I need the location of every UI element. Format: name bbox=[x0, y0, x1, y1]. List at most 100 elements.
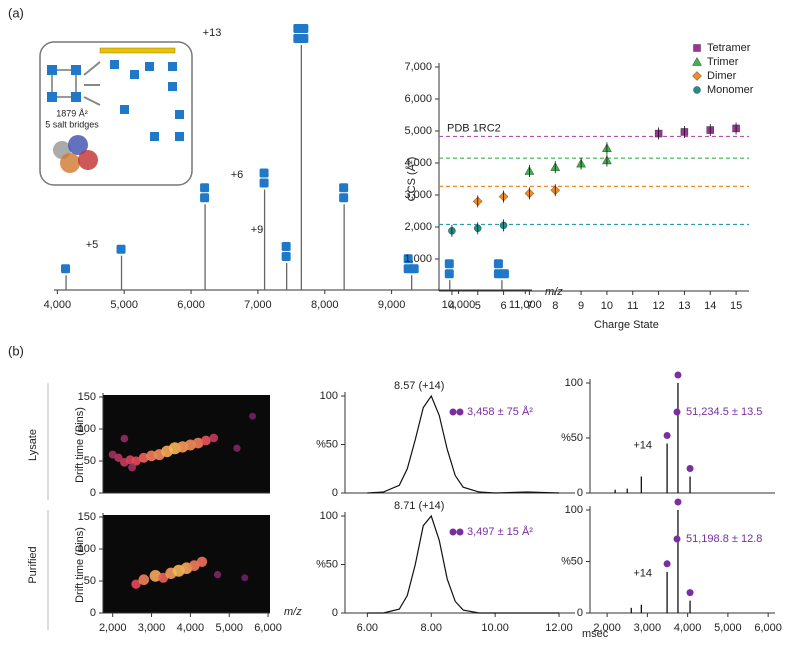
intensity-spot bbox=[249, 412, 257, 420]
x-tick-label: 5,000 bbox=[714, 622, 742, 634]
intensity-spot bbox=[192, 437, 204, 449]
species-dot bbox=[663, 432, 671, 439]
intensity-spot bbox=[241, 574, 249, 582]
x-tick-label: 6.00 bbox=[357, 622, 378, 634]
y-tick-label: 7,000 bbox=[404, 61, 432, 73]
subunit-icon bbox=[299, 24, 309, 33]
marker bbox=[692, 71, 702, 81]
x-tick-label: 7,000 bbox=[244, 299, 272, 311]
charge-label: +9 bbox=[251, 224, 264, 236]
intensity-spot bbox=[131, 456, 141, 466]
peak-label: 8.71 (+14) bbox=[394, 500, 444, 512]
x-tick-label: 13 bbox=[678, 300, 690, 312]
panel-label: (a) bbox=[8, 5, 24, 20]
inset-area: 1879 Å² bbox=[56, 108, 88, 118]
legend-label: Dimer bbox=[707, 70, 737, 82]
x-axis-label: Charge State bbox=[594, 319, 659, 331]
y-tick-label: 4,000 bbox=[404, 157, 432, 169]
x-tick-label: 10 bbox=[601, 300, 613, 312]
x-axis-label: m/z bbox=[545, 286, 563, 298]
species-dot bbox=[673, 408, 681, 416]
x-tick-label: 4,000 bbox=[674, 622, 702, 634]
x-tick-label: 6 bbox=[501, 300, 507, 312]
subunit-icon bbox=[444, 259, 454, 269]
subunit-icon bbox=[444, 269, 454, 279]
intensity-spot bbox=[120, 434, 129, 443]
species-dot bbox=[663, 560, 671, 568]
subunit-icon bbox=[259, 168, 269, 178]
y-tick-label: 50 bbox=[326, 438, 338, 450]
row-label: Lysate bbox=[27, 429, 39, 461]
species-dot bbox=[456, 528, 464, 536]
x-tick-label: 3,000 bbox=[138, 622, 166, 634]
species-dot bbox=[674, 371, 682, 379]
x-tick-label: 8,000 bbox=[311, 299, 339, 311]
subunit-icon bbox=[339, 193, 349, 203]
inset: 1879 Å² 5 salt bridges bbox=[39, 41, 193, 186]
x-tick-label: 9,000 bbox=[378, 299, 406, 311]
subunit-icon bbox=[403, 254, 413, 264]
x-tick-label: 12.00 bbox=[545, 622, 573, 634]
species-dot bbox=[686, 465, 694, 472]
x-tick-label: 9 bbox=[578, 300, 584, 312]
y-axis-label: CCS (Å²) bbox=[405, 157, 418, 202]
y-axis-label: Drift time (Bins) bbox=[74, 407, 86, 483]
species-dot bbox=[456, 408, 464, 416]
intensity-spot bbox=[201, 435, 211, 446]
x-tick-label: 4 bbox=[449, 300, 455, 312]
x-tick-label: 12 bbox=[652, 300, 664, 312]
y-tick-label: 100 bbox=[78, 423, 96, 435]
x-axis-label: msec bbox=[582, 628, 609, 640]
x-tick-label: 11 bbox=[627, 300, 638, 312]
y-tick-label: 3,000 bbox=[404, 189, 432, 201]
x-tick-label: 6,000 bbox=[254, 622, 282, 634]
x-tick-label: 2,000 bbox=[593, 622, 621, 634]
intensity-spot bbox=[138, 574, 150, 586]
ccs-label: 3,497 ± 15 Å² bbox=[467, 525, 533, 538]
intensity-spot bbox=[233, 444, 241, 452]
atd-curve bbox=[367, 394, 560, 494]
subunit-icon bbox=[299, 34, 309, 43]
y-tick-label: 0 bbox=[332, 487, 338, 499]
x-tick-label: 8.00 bbox=[421, 622, 442, 634]
intensity-spot bbox=[209, 433, 219, 443]
x-tick-label: 6,000 bbox=[754, 622, 782, 634]
y-tick-label: 0 bbox=[577, 607, 583, 619]
y-axis-label: % bbox=[316, 438, 326, 450]
subunit-icon bbox=[200, 183, 210, 193]
mass-label: 51,198.8 ± 12.8 bbox=[686, 533, 762, 545]
intensity-spot bbox=[131, 579, 141, 589]
x-tick-label: 10.00 bbox=[481, 622, 509, 634]
y-tick-label: 2,000 bbox=[404, 221, 432, 233]
marker bbox=[693, 44, 701, 52]
species-dot bbox=[674, 498, 682, 506]
y-tick-label: 0 bbox=[577, 487, 583, 499]
row-label: Purified bbox=[27, 546, 39, 583]
legend-label: Monomer bbox=[707, 84, 754, 96]
intensity-spot bbox=[213, 570, 222, 579]
y-tick-label: 6,000 bbox=[404, 93, 432, 105]
y-tick-label: 50 bbox=[571, 432, 583, 444]
subunit-icon bbox=[61, 264, 71, 274]
x-tick-label: 11,000 bbox=[509, 299, 542, 311]
atd-curve bbox=[367, 514, 560, 614]
subunit-icon bbox=[409, 264, 419, 274]
subunit-icon bbox=[281, 242, 291, 252]
y-tick-label: 150 bbox=[78, 511, 96, 523]
x-tick-label: 14 bbox=[704, 300, 716, 312]
y-tick-label: 100 bbox=[320, 510, 338, 522]
species-dot bbox=[449, 528, 457, 536]
x-tick-label: 8 bbox=[552, 300, 558, 312]
marker bbox=[693, 86, 701, 94]
subunit-icon bbox=[499, 269, 509, 279]
x-tick-label: 5 bbox=[475, 300, 481, 312]
subunit-icon bbox=[259, 178, 269, 188]
y-tick-label: 100 bbox=[565, 504, 583, 516]
reference-label: PDB 1RC2 bbox=[447, 122, 501, 134]
x-tick-label: 15 bbox=[730, 300, 742, 312]
charge-label: +5 bbox=[86, 239, 99, 251]
charge-label: +6 bbox=[231, 169, 244, 181]
x-tick-label: 5,000 bbox=[215, 622, 243, 634]
legend-label: Trimer bbox=[707, 56, 739, 68]
x-tick-label: 2,000 bbox=[99, 622, 127, 634]
